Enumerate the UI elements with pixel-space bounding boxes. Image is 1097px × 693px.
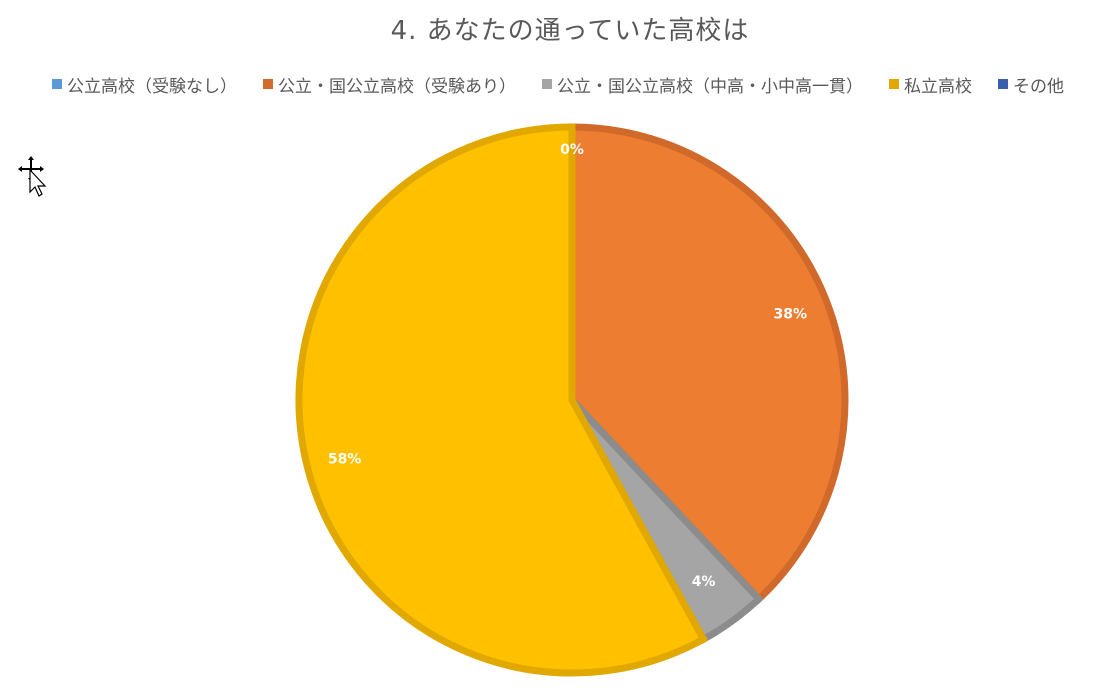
legend-swatch xyxy=(542,79,552,89)
legend-swatch xyxy=(889,79,899,89)
chart-title: 4. あなたの通っていた高校は xyxy=(390,16,750,46)
legend-label: 公立・国公立高校（中高・小中高一貫） xyxy=(557,76,863,97)
move-cursor-icon xyxy=(18,156,47,197)
legend-swatch xyxy=(52,79,62,89)
legend-label: 公立高校（受験なし） xyxy=(67,76,237,97)
legend-item: 公立高校（受験なし） xyxy=(52,72,237,96)
legend-item: 公立・国公立高校（中高・小中高一貫） xyxy=(542,72,863,96)
legend-swatch xyxy=(998,79,1008,89)
pie-slice xyxy=(295,123,709,677)
legend-label: 公立・国公立高校（受験あり） xyxy=(278,76,516,97)
data-label: 58% xyxy=(328,451,362,467)
legend-item: 公立・国公立高校（受験あり） xyxy=(263,72,516,96)
legend-swatch xyxy=(263,79,273,89)
legend-item: 私立高校 xyxy=(889,72,972,96)
data-label: 38% xyxy=(774,307,808,323)
data-label: 4% xyxy=(692,574,716,590)
pie-slice xyxy=(568,123,849,604)
data-label: 0% xyxy=(560,142,584,158)
legend: 公立高校（受験なし） 公立・国公立高校（受験あり） 公立・国公立高校（中高・小中… xyxy=(52,72,1097,96)
legend-label: その他 xyxy=(1013,76,1064,97)
legend-item: その他 xyxy=(998,72,1064,96)
legend-label: 私立高校 xyxy=(904,76,972,97)
